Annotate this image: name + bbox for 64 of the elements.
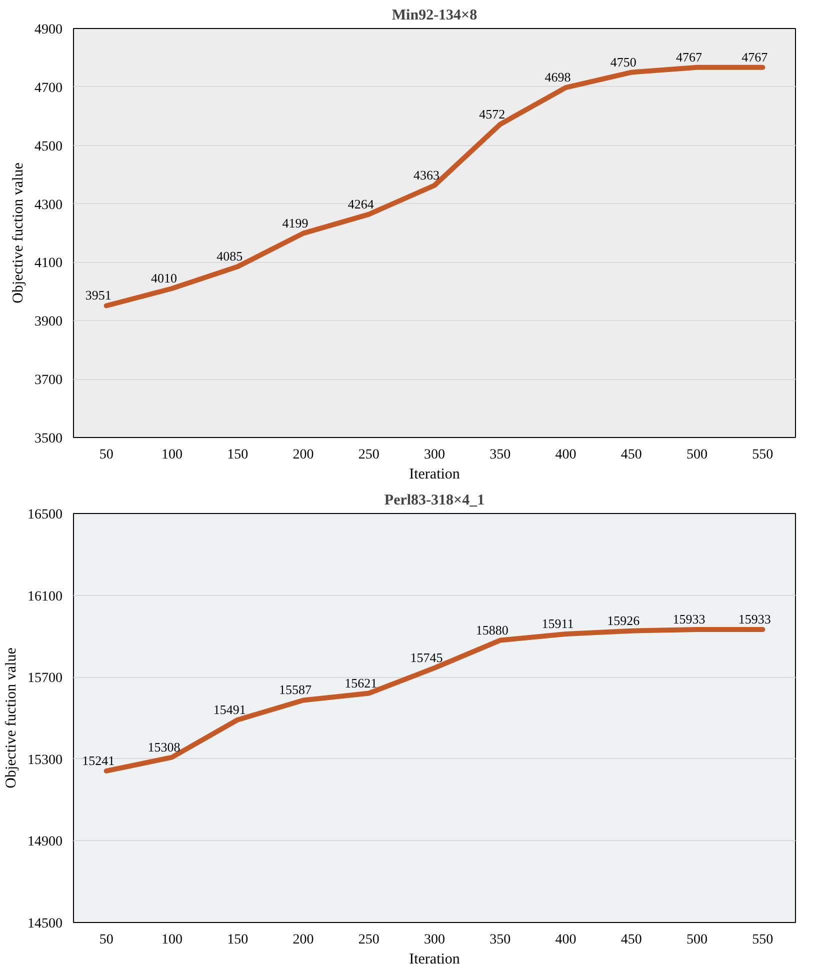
data-label: 4572 (479, 106, 506, 122)
y-tick-label: 14900 (28, 834, 62, 850)
y-tick-label: 3500 (34, 432, 62, 446)
data-label: 3951 (85, 288, 112, 303)
x-tick-label: 100 (161, 932, 182, 948)
y-tick-label: 4100 (34, 256, 62, 272)
x-tick-label: 300 (424, 932, 445, 948)
data-label: 15933 (738, 611, 771, 626)
x-tick-label: 300 (424, 448, 445, 462)
data-label: 4767 (742, 49, 768, 64)
x-tick-label: 550 (752, 932, 774, 948)
x-tick-label: 350 (490, 932, 511, 948)
x-tick-label: 450 (620, 932, 642, 948)
data-label: 4264 (348, 196, 374, 212)
x-axis-title: Iteration (409, 466, 460, 482)
y-tick-label: 4700 (34, 80, 62, 96)
data-label: 15587 (278, 682, 312, 698)
x-tick-label: 200 (292, 448, 314, 462)
chart-title: Min92-134×8 (392, 8, 478, 24)
x-tick-label: 400 (555, 932, 576, 948)
data-label: 15911 (542, 616, 574, 631)
x-tick-label: 50 (99, 932, 114, 948)
data-label: 15880 (476, 622, 508, 638)
x-tick-label: 550 (752, 448, 774, 462)
x-tick-label: 500 (686, 448, 708, 462)
data-label: 15491 (213, 702, 246, 717)
y-tick-label: 16100 (28, 589, 62, 604)
y-tick-label: 16500 (28, 508, 62, 522)
data-label: 4085 (216, 248, 243, 264)
y-tick-label: 15300 (28, 752, 62, 768)
data-label: 15308 (148, 739, 180, 754)
y-tick-label: 14500 (28, 916, 62, 932)
x-tick-label: 150 (227, 448, 248, 462)
data-label: 4199 (282, 215, 308, 230)
x-tick-label: 250 (358, 448, 380, 462)
y-tick-label: 3900 (34, 314, 62, 330)
data-label: 4363 (414, 167, 440, 182)
x-tick-label: 500 (686, 932, 708, 948)
y-tick-label: 15700 (28, 671, 62, 686)
x-tick-label: 50 (99, 448, 114, 462)
x-axis-title: Iteration (409, 952, 460, 968)
data-label: 15933 (672, 611, 706, 626)
x-tick-label: 450 (620, 448, 642, 462)
x-tick-label: 200 (292, 932, 314, 948)
y-tick-label: 4900 (34, 22, 62, 38)
y-axis-title: Objective fuction value (10, 162, 26, 304)
chart-title: Perl83-318×4_1 (384, 492, 485, 508)
x-tick-label: 250 (358, 932, 380, 948)
data-label: 15926 (607, 612, 640, 628)
x-tick-label: 100 (161, 448, 182, 462)
y-axis-title: Objective fuction value (4, 647, 20, 788)
y-tick-label: 4300 (34, 198, 62, 213)
x-tick-label: 400 (555, 448, 576, 462)
data-label: 4010 (150, 270, 177, 286)
x-tick-label: 150 (227, 932, 248, 948)
data-label: 15745 (410, 650, 443, 665)
data-label: 15241 (82, 752, 115, 768)
data-label: 4750 (610, 54, 636, 70)
data-label: 4767 (676, 49, 703, 64)
x-tick-label: 350 (490, 448, 511, 462)
y-tick-label: 3700 (34, 373, 62, 388)
data-label: 15621 (344, 675, 378, 690)
data-label: 4698 (544, 70, 571, 85)
y-tick-label: 4500 (34, 139, 62, 154)
